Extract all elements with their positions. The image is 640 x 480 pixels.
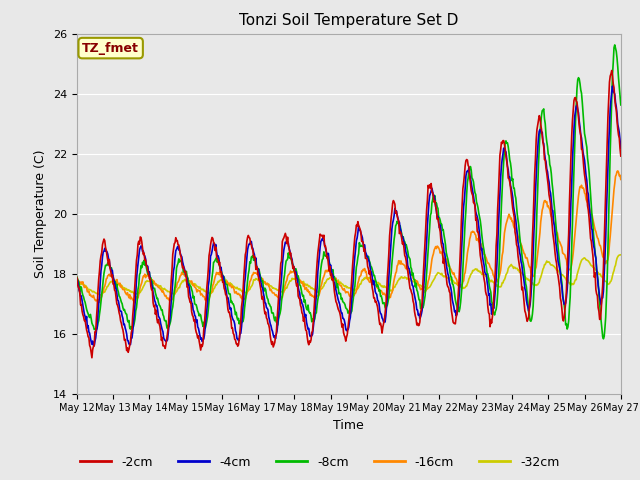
- Legend: -2cm, -4cm, -8cm, -16cm, -32cm: -2cm, -4cm, -8cm, -16cm, -32cm: [75, 451, 565, 474]
- Text: TZ_fmet: TZ_fmet: [82, 42, 139, 55]
- Y-axis label: Soil Temperature (C): Soil Temperature (C): [35, 149, 47, 278]
- Title: Tonzi Soil Temperature Set D: Tonzi Soil Temperature Set D: [239, 13, 458, 28]
- X-axis label: Time: Time: [333, 419, 364, 432]
